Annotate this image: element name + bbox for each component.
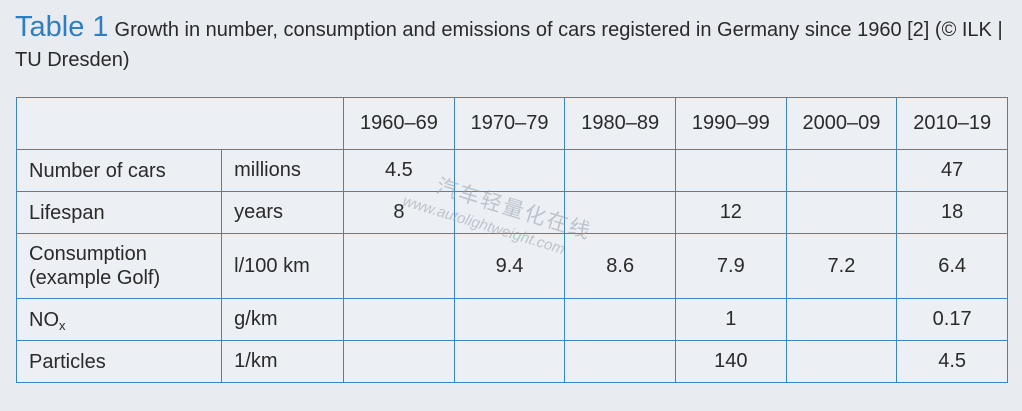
- table-cell: [564, 340, 676, 383]
- row-label-line: Consumption: [29, 243, 147, 265]
- table-cell: [343, 298, 455, 341]
- row-label: NOx: [15, 298, 223, 341]
- table-cell: 47: [896, 149, 1008, 192]
- row-label-main: NO: [29, 308, 59, 331]
- table-caption: Table 1 Growth in number, consumption and…: [15, 12, 1005, 75]
- table-cell: [564, 149, 676, 192]
- table-cell: [785, 191, 898, 234]
- table-cell: [453, 340, 566, 383]
- row-label-line: (example Golf): [29, 267, 161, 289]
- table-cell: 8: [343, 191, 455, 234]
- table-row: Particles 1/km 140 4.5: [15, 340, 1008, 383]
- table-label: Table 1: [15, 11, 109, 43]
- table-cell: [564, 298, 676, 341]
- table-cell: 8.6: [564, 233, 676, 299]
- table-cell: [453, 149, 566, 192]
- table-cell: 9.4: [453, 233, 566, 299]
- table-cell: 12: [675, 191, 787, 234]
- row-label: Particles: [15, 340, 223, 383]
- row-unit: l/100 km: [221, 233, 345, 299]
- table-cell: [343, 340, 455, 383]
- table-cell: [675, 149, 787, 192]
- table-cell: 6.4: [896, 233, 1008, 299]
- table-cell: [343, 233, 455, 299]
- table-row: Number of cars millions 4.5 47: [15, 149, 1008, 192]
- header-corner-cell: [15, 97, 345, 150]
- table-cell: 0.17: [896, 298, 1008, 341]
- table-cell: [564, 191, 676, 234]
- header-year: 1960–69: [343, 97, 455, 150]
- row-unit: 1/km: [221, 340, 345, 383]
- row-unit: g/km: [221, 298, 345, 341]
- table-cell: 7.9: [675, 233, 787, 299]
- table-cell: [785, 298, 898, 341]
- header-year: 2010–19: [896, 97, 1008, 150]
- header-year: 1970–79: [453, 97, 566, 150]
- table-cell: [785, 149, 898, 192]
- caption-text: Growth in number, consumption and emissi…: [15, 19, 1003, 71]
- header-year: 1990–99: [675, 97, 787, 150]
- row-label: Number of cars: [15, 149, 223, 192]
- row-label-subscript: x: [59, 317, 66, 333]
- data-table: 1960–69 1970–79 1980–89 1990–99 2000–09 …: [15, 97, 1008, 383]
- table-cell: 1: [675, 298, 787, 341]
- row-label: Consumption (example Golf): [15, 233, 223, 299]
- header-row: 1960–69 1970–79 1980–89 1990–99 2000–09 …: [15, 97, 1008, 150]
- table-cell: [453, 191, 566, 234]
- row-unit: years: [221, 191, 345, 234]
- table-cell: [785, 340, 898, 383]
- table-cell: 7.2: [785, 233, 898, 299]
- row-unit: millions: [221, 149, 345, 192]
- row-label: Lifespan: [15, 191, 223, 234]
- table-cell: 4.5: [896, 340, 1008, 383]
- table-cell: [453, 298, 566, 341]
- table-row: NOx g/km 1 0.17: [15, 298, 1008, 341]
- table-row: Lifespan years 8 12 18: [15, 191, 1008, 234]
- table-cell: 18: [896, 191, 1008, 234]
- table-cell: 140: [675, 340, 787, 383]
- header-year: 1980–89: [564, 97, 676, 150]
- table-row: Consumption (example Golf) l/100 km 9.4 8…: [15, 233, 1008, 299]
- header-year: 2000–09: [785, 97, 898, 150]
- table-cell: 4.5: [343, 149, 455, 192]
